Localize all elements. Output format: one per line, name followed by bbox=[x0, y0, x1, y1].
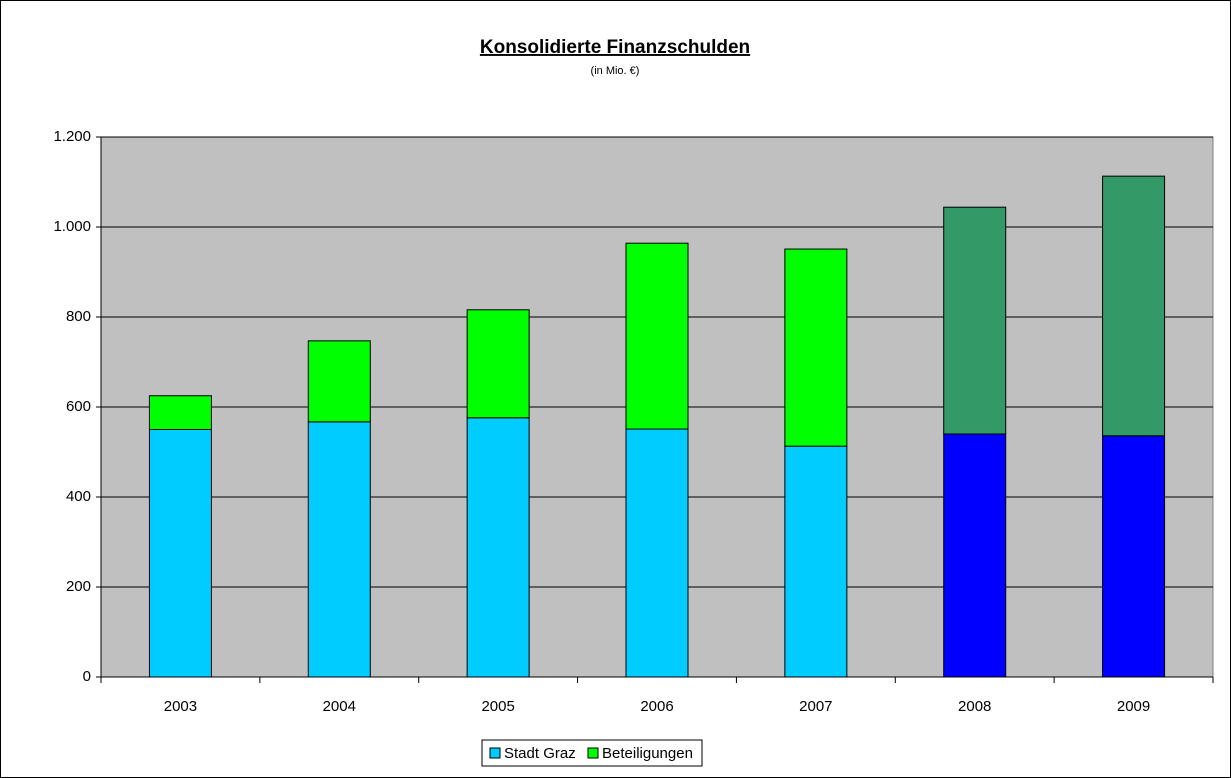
bar-segment bbox=[625, 428, 689, 678]
legend-swatch bbox=[489, 747, 501, 759]
y-tick-label: 0 bbox=[83, 668, 91, 685]
legend-box bbox=[481, 739, 703, 767]
bar-segment bbox=[1102, 435, 1166, 678]
x-tick-label: 2008 bbox=[958, 698, 991, 715]
bar-segment bbox=[466, 417, 530, 678]
x-tick-label: 2005 bbox=[481, 698, 514, 715]
y-tick-label: 600 bbox=[66, 398, 91, 415]
x-tick-label: 2004 bbox=[323, 698, 356, 715]
chart-subtitle: (in Mio. €) bbox=[591, 65, 640, 77]
bar-segment bbox=[784, 445, 848, 678]
bar-segment bbox=[784, 248, 848, 447]
y-tick-label: 800 bbox=[66, 308, 91, 325]
y-tick-label: 200 bbox=[66, 578, 91, 595]
bar-segment bbox=[466, 309, 530, 419]
bar-segment bbox=[148, 429, 212, 678]
bar-segment bbox=[943, 206, 1007, 435]
chart-title: Konsolidierte Finanzschulden bbox=[480, 37, 750, 58]
bar-segment bbox=[943, 433, 1007, 678]
bar-segment bbox=[1102, 175, 1166, 437]
x-tick-label: 2006 bbox=[640, 698, 673, 715]
bar-segment bbox=[307, 340, 371, 423]
x-tick-label: 2003 bbox=[164, 698, 197, 715]
legend-label: Stadt Graz bbox=[504, 745, 576, 762]
legend-swatch bbox=[587, 747, 599, 759]
y-tick-label: 400 bbox=[66, 488, 91, 505]
legend-label: Beteiligungen bbox=[602, 745, 693, 762]
bar-segment bbox=[625, 242, 689, 430]
y-tick-label: 1.000 bbox=[53, 218, 91, 235]
x-tick-label: 2009 bbox=[1117, 698, 1150, 715]
y-tick-label: 1.200 bbox=[53, 128, 91, 145]
bar-segment bbox=[148, 395, 212, 430]
bar-segment bbox=[307, 421, 371, 678]
x-tick-label: 2007 bbox=[799, 698, 832, 715]
